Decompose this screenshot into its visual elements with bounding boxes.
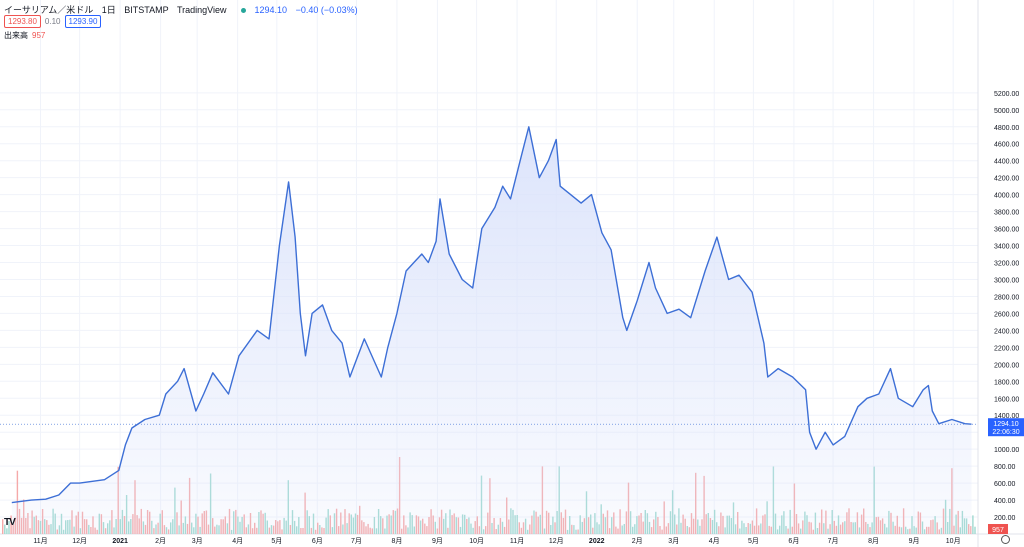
y-tick-label: 800.00: [994, 464, 1016, 471]
x-tick-label: 5月: [271, 537, 282, 545]
x-tick-label: 10月: [469, 537, 484, 545]
volume-bar: [974, 526, 976, 534]
y-tick-label: 4600.00: [994, 142, 1019, 149]
y-tick-label: 5200.00: [994, 91, 1019, 98]
sell-button[interactable]: 1293.80: [4, 15, 41, 28]
y-tick-label: 1800.00: [994, 379, 1019, 386]
y-tick-label: 200.00: [994, 515, 1016, 522]
y-tick-label: 4800.00: [994, 125, 1019, 132]
last-price-tag: 1294.10 22:06:30: [988, 418, 1024, 437]
y-tick-label: 4200.00: [994, 176, 1019, 183]
y-tick-label: 3000.00: [994, 277, 1019, 284]
volume-bar: [972, 515, 974, 534]
settings-gear-icon[interactable]: [1001, 535, 1010, 544]
x-tick-label: 12月: [549, 537, 564, 545]
y-tick-label: 2800.00: [994, 294, 1019, 301]
y-tick-label: 3600.00: [994, 227, 1019, 234]
time-axis[interactable]: 11月 12月 2021 2月 3月 4月 5月 6月 7月 8月 9月 10月 11月 12月 2022 2…: [33, 537, 960, 545]
y-tick-label: 1000.00: [994, 447, 1019, 454]
price-axis[interactable]: 200.00400.00600.00800.001000.001200.0014…: [994, 91, 1019, 522]
x-tick-label: 12月: [72, 537, 87, 545]
volume-label: 出来高: [4, 31, 28, 40]
y-tick-label: 4400.00: [994, 159, 1019, 166]
volume-bar: [4, 524, 6, 534]
y-tick-label: 3200.00: [994, 261, 1019, 268]
x-tick-label: 2021: [112, 538, 128, 545]
x-tick-label: 3月: [192, 537, 203, 545]
x-tick-label: 2022: [589, 538, 605, 545]
x-tick-label: 9月: [432, 537, 443, 545]
y-tick-label: 4000.00: [994, 193, 1019, 200]
volume-bar: [10, 515, 12, 534]
quote-row: 1293.80 0.10 1293.90: [4, 15, 102, 28]
y-tick-label: 2000.00: [994, 362, 1019, 369]
x-tick-label: 9月: [909, 537, 920, 545]
y-tick-label: 5000.00: [994, 108, 1019, 115]
buy-button[interactable]: 1293.90: [64, 15, 102, 28]
x-tick-label: 10月: [946, 537, 961, 545]
y-tick-label: 3400.00: [994, 244, 1019, 251]
x-tick-label: 3月: [668, 537, 679, 545]
source-label: TradingView: [176, 5, 227, 15]
exchange-label: BITSTAMP: [124, 5, 169, 15]
price-line[interactable]: [11, 126, 972, 504]
price-area-fill: [11, 126, 972, 535]
x-tick-label: 7月: [828, 537, 839, 545]
price-change: −0.40 (−0.03%): [295, 5, 358, 15]
symbol-header: イーサリアム／米ドル 1日 BITSTAMP TradingView 1294.…: [4, 3, 364, 16]
y-tick-label: 2600.00: [994, 311, 1019, 318]
last-price-label: 1294.10: [993, 421, 1018, 428]
volume-bar: [6, 528, 8, 534]
y-tick-label: 2400.00: [994, 328, 1019, 335]
countdown-label: 22:06:30: [992, 429, 1019, 436]
y-tick-label: 1400.00: [994, 413, 1019, 420]
x-tick-label: 6月: [312, 537, 323, 545]
y-tick-label: 600.00: [994, 481, 1016, 488]
y-tick-label: 2200.00: [994, 345, 1019, 352]
volume-tag-label: 957: [992, 527, 1004, 534]
volume-legend: 出来高 957: [4, 30, 45, 41]
x-tick-label: 4月: [232, 537, 243, 545]
x-tick-label: 2月: [155, 537, 166, 545]
x-tick-label: 2月: [632, 537, 643, 545]
spread-label: 0.10: [44, 17, 61, 26]
x-tick-label: 11月: [33, 537, 47, 545]
tradingview-logo-icon[interactable]: TV: [4, 517, 16, 528]
volume-value: 957: [32, 31, 46, 40]
y-tick-label: 3800.00: [994, 210, 1019, 217]
x-tick-label: 6月: [788, 537, 799, 545]
symbol-name[interactable]: イーサリアム／米ドル: [4, 5, 94, 15]
interval-label[interactable]: 1日: [101, 5, 116, 15]
volume-bar: [8, 521, 10, 534]
x-tick-label: 8月: [391, 537, 402, 545]
y-tick-label: 400.00: [994, 498, 1016, 505]
x-tick-label: 5月: [748, 537, 759, 545]
x-tick-label: 8月: [868, 537, 879, 545]
y-tick-label: 1600.00: [994, 396, 1019, 403]
x-tick-label: 4月: [709, 537, 720, 545]
market-open-icon: [240, 7, 246, 13]
volume-bar: [2, 519, 4, 534]
x-tick-label: 11月: [510, 537, 524, 545]
last-price: 1294.10: [254, 5, 288, 15]
volume-tag: 957: [988, 524, 1008, 534]
x-tick-label: 7月: [351, 537, 362, 545]
